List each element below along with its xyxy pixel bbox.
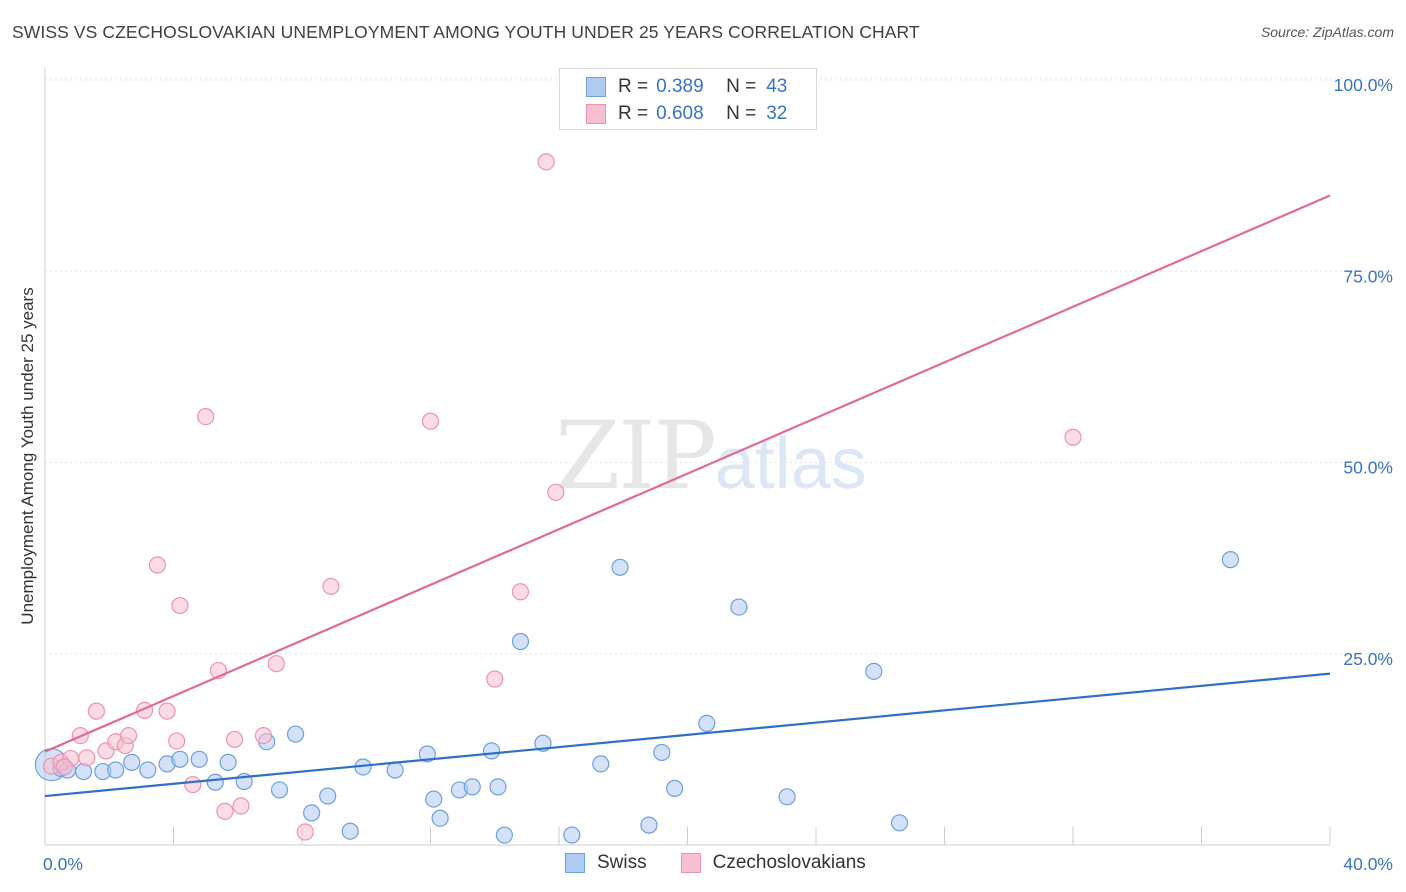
point-czech: [119, 727, 138, 745]
point-czech: [254, 727, 273, 745]
y-axis-label: Unemployment Among Youth under 25 years: [18, 287, 37, 625]
y-tick-label: 100.0%: [1334, 75, 1393, 95]
point-swiss: [463, 778, 481, 796]
point-swiss: [139, 761, 157, 779]
point-czech: [547, 483, 565, 501]
point-czech: [158, 702, 176, 720]
point-swiss: [425, 790, 443, 808]
point-czech: [171, 596, 189, 615]
x-tick-label: 0.0%: [43, 854, 83, 874]
point-swiss: [270, 781, 289, 799]
point-czech: [168, 732, 186, 750]
legend-n-value-czech: 32: [766, 103, 788, 124]
legend-r-value-czech: 0.608: [656, 103, 704, 124]
legend-swatch-swiss: [565, 853, 585, 873]
point-swiss: [319, 787, 337, 805]
point-swiss: [206, 773, 224, 791]
point-swiss: [611, 558, 629, 576]
point-swiss: [489, 778, 507, 796]
point-swiss: [890, 814, 909, 832]
legend-n-label: N =: [726, 103, 757, 124]
point-swiss: [219, 753, 237, 771]
point-czech: [87, 702, 106, 720]
point-swiss: [730, 598, 748, 616]
watermark-atlas: atlas: [714, 424, 867, 504]
trend-line-swiss: [44, 672, 1331, 798]
legend-row-swiss: R = 0.389 N = 43: [586, 74, 787, 100]
point-swiss: [778, 788, 796, 806]
point-czech: [232, 797, 250, 815]
legend-r-value-swiss: 0.389: [656, 76, 704, 97]
point-czech: [197, 408, 215, 426]
point-swiss: [418, 745, 436, 763]
legend-swatch-czech: [680, 853, 701, 873]
legend-label-swiss: Swiss: [597, 852, 647, 873]
series-legend: Swiss Czechoslovakians: [565, 852, 900, 874]
point-swiss: [511, 632, 530, 651]
point-swiss: [303, 804, 321, 822]
point-swiss: [286, 725, 305, 743]
point-czech: [511, 583, 530, 601]
point-czech: [267, 655, 285, 673]
y-tick-label: 25.0%: [1343, 649, 1393, 669]
point-swiss: [190, 750, 208, 768]
point-swiss: [171, 750, 189, 768]
point-czech: [148, 556, 167, 574]
point-swiss: [107, 761, 125, 779]
legend-n-value-swiss: 43: [766, 76, 788, 97]
point-czech: [421, 412, 440, 430]
point-czech: [216, 802, 234, 820]
point-czech: [225, 730, 244, 749]
point-czech: [1064, 428, 1082, 446]
watermark-zip: ZIP: [555, 402, 717, 511]
point-swiss: [698, 714, 716, 732]
point-swiss: [495, 826, 513, 844]
y-tick-label: 50.0%: [1343, 458, 1393, 478]
point-czech: [78, 749, 96, 767]
y-tick-label: 75.0%: [1343, 266, 1393, 286]
point-swiss: [640, 816, 658, 834]
point-czech: [55, 758, 73, 776]
point-czech: [296, 823, 314, 841]
point-swiss: [482, 742, 501, 760]
legend-label-czech: Czechoslovakians: [712, 852, 866, 873]
point-swiss: [386, 761, 404, 779]
legend-item-czech[interactable]: Czechoslovakians: [680, 852, 866, 874]
trend-line-czech: [44, 194, 1331, 753]
legend-row-czech: R = 0.608 N = 32: [586, 101, 787, 127]
point-swiss: [431, 809, 449, 827]
watermark: ZIPatlas: [555, 402, 867, 511]
legend-swatch-swiss: [586, 77, 606, 97]
x-tick-label: 40.0%: [1343, 854, 1393, 874]
point-swiss: [865, 662, 883, 680]
point-swiss: [653, 743, 671, 762]
point-czech: [537, 153, 555, 171]
point-swiss: [563, 826, 581, 844]
point-swiss: [123, 753, 141, 771]
chart-title: SWISS VS CZECHOSLOVAKIAN UNEMPLOYMENT AM…: [12, 22, 920, 42]
point-czech: [184, 775, 202, 794]
point-czech: [322, 577, 340, 596]
point-swiss: [341, 822, 359, 840]
point-swiss: [666, 779, 684, 797]
point-swiss: [592, 755, 610, 773]
point-czech: [486, 670, 504, 688]
point-swiss: [1221, 551, 1240, 569]
legend-r-label: R =: [618, 103, 649, 124]
legend-item-swiss[interactable]: Swiss: [565, 852, 647, 874]
stats-legend: R = 0.389 N = 43 R = 0.608 N = 32: [559, 68, 817, 130]
source-label: Source: ZipAtlas.com: [1260, 24, 1394, 40]
legend-n-label: N =: [726, 76, 757, 97]
legend-r-label: R =: [618, 76, 649, 97]
legend-swatch-czech: [586, 104, 606, 124]
